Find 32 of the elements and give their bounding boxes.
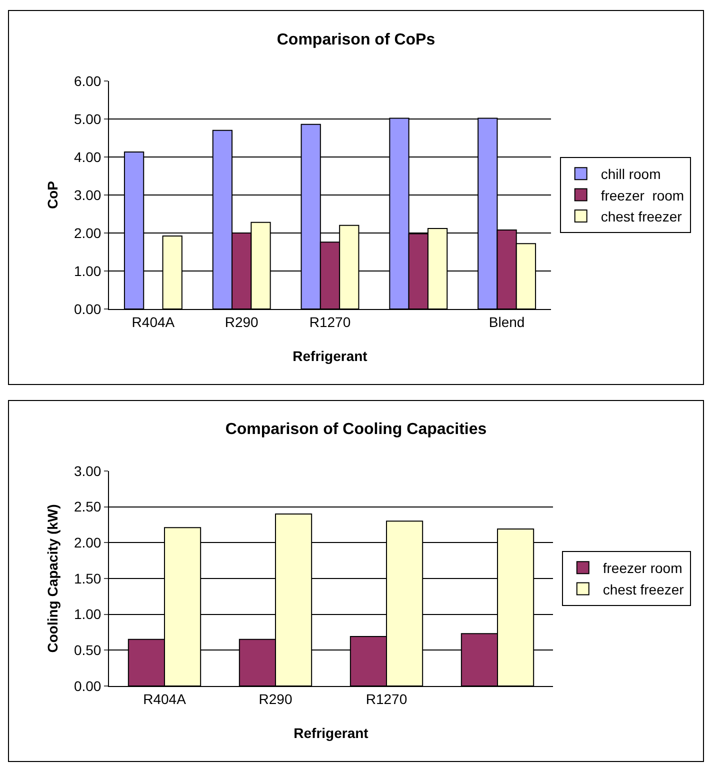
legend-label: chill room (600, 166, 661, 182)
x-tick-label: R404A (132, 314, 176, 330)
y-tick-label: 1.00 (74, 606, 102, 622)
x-tick-label: R404A (143, 690, 187, 707)
y-tick-label: 1.00 (74, 262, 102, 279)
legend-label: chest freezer (600, 208, 682, 224)
chart-title: Comparison of CoPs (276, 32, 436, 49)
y-tick-label: 3.00 (74, 462, 102, 479)
x-axis-title: Refrigerant (294, 725, 369, 741)
y-tick-label: 5.00 (74, 110, 102, 127)
y-tick-label: 0.00 (74, 300, 102, 317)
y-axis-title: Cooling Capacity (kW) (44, 504, 61, 653)
x-tick-label: R1270 (366, 690, 408, 707)
x-tick-label: R290 (224, 314, 259, 330)
y-axis-title: CoP (44, 181, 61, 209)
y-tick-label: 3.00 (74, 186, 102, 203)
y-tick-label: 6.00 (74, 72, 102, 89)
x-tick-label: R1270 (309, 314, 351, 330)
x-axis-title: Refrigerant (292, 348, 368, 364)
x-tick-label: R290 (258, 690, 292, 707)
chart-title: Comparison of Cooling Capacities (225, 420, 487, 438)
y-tick-label: 2.00 (74, 534, 102, 551)
y-tick-label: 4.00 (74, 148, 102, 165)
y-tick-label: 2.50 (74, 498, 102, 515)
legend-label: freezer room (602, 560, 682, 576)
y-tick-label: 2.00 (74, 224, 102, 241)
x-tick-label: Blend (488, 314, 525, 330)
legend-label: chest freezer (602, 581, 684, 598)
y-tick-label: 0.00 (74, 678, 102, 694)
legend-label: freezer room (600, 187, 684, 204)
y-tick-label: 0.50 (74, 642, 102, 658)
y-tick-label: 1.50 (74, 570, 102, 586)
